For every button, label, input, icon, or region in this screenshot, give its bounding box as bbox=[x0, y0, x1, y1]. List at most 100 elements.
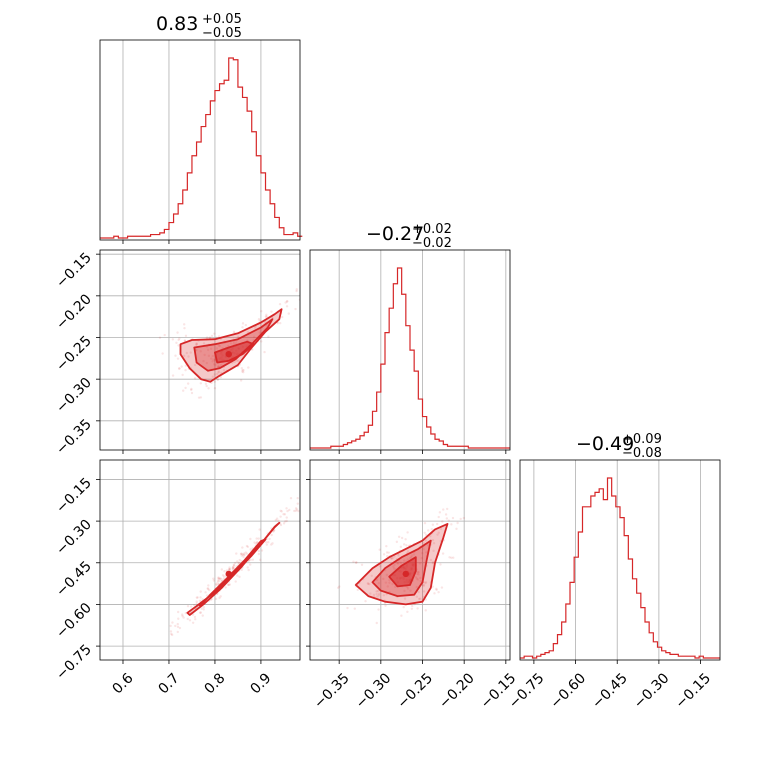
pair-1-sample bbox=[217, 577, 220, 580]
pair-2-sample bbox=[410, 607, 414, 610]
pair-0-sample bbox=[232, 330, 236, 334]
pair-2-sample bbox=[397, 535, 401, 538]
pair-1-sample bbox=[198, 611, 202, 614]
pair-0-sample bbox=[171, 338, 175, 341]
pair-2-sample bbox=[393, 567, 396, 570]
pair-2-sample bbox=[403, 559, 406, 562]
pair-0-sample bbox=[207, 387, 210, 390]
pair-0-sample bbox=[305, 299, 307, 301]
pair-2-sample bbox=[416, 572, 419, 576]
pair-2-sample bbox=[417, 590, 420, 594]
pair-1-sample bbox=[256, 541, 259, 544]
pair-2-sample bbox=[432, 549, 435, 553]
pair-1-sample bbox=[238, 575, 241, 579]
pair-1-sample bbox=[191, 613, 195, 616]
pair-1-sample bbox=[258, 558, 262, 562]
pair-1-sample bbox=[249, 563, 252, 566]
pair-2-sample bbox=[439, 527, 443, 531]
pair-1-sample bbox=[205, 594, 209, 597]
pair-1-sample bbox=[215, 582, 218, 586]
pair-0-sample bbox=[212, 358, 215, 361]
pair-0-sample bbox=[253, 326, 257, 329]
pair-1-sample bbox=[193, 603, 196, 607]
hist-0-grid bbox=[122, 40, 262, 240]
pair-1-sample bbox=[235, 552, 238, 555]
pair-2-contour-inner bbox=[388, 556, 417, 588]
x-tick-label-1-3: −0.20 bbox=[436, 670, 478, 712]
pair-1-sample bbox=[180, 613, 184, 616]
pair-0-sample bbox=[190, 388, 193, 392]
pair-1-sample bbox=[227, 583, 230, 586]
pair-1-sample bbox=[170, 632, 173, 636]
pair-1-sample bbox=[251, 558, 255, 561]
pair-0-contour-inner bbox=[213, 340, 255, 364]
hist-2-title-plus: +0.09 bbox=[622, 432, 662, 447]
pair-0-sample bbox=[265, 315, 268, 318]
pair-1-sample bbox=[176, 622, 179, 626]
pair-0-sample bbox=[217, 344, 220, 347]
pair-1-sample bbox=[268, 537, 271, 541]
pair-2-sample bbox=[382, 553, 386, 556]
pair-0-sample bbox=[171, 374, 175, 377]
pair-0-sample bbox=[199, 350, 202, 353]
pair-1-sample bbox=[297, 509, 300, 513]
pair-2-sample bbox=[375, 621, 378, 625]
y-tick-label-2-4: −0.15 bbox=[53, 475, 95, 517]
pair-2-sample bbox=[450, 523, 453, 526]
hist-1-grid bbox=[338, 250, 507, 450]
pair-1-sample bbox=[228, 567, 232, 571]
pair-1-sample bbox=[249, 558, 252, 562]
y-tick-label-1-0: −0.35 bbox=[53, 416, 95, 458]
pair-1-sample bbox=[206, 587, 209, 590]
y-tick-label-2-2: −0.45 bbox=[53, 558, 95, 600]
pair-1-sample bbox=[200, 607, 203, 610]
pair-2-sample bbox=[391, 556, 394, 560]
pair-1-sample bbox=[270, 543, 273, 546]
pair-1-sample bbox=[246, 566, 249, 569]
pair-0-sample bbox=[177, 338, 180, 342]
pair-1-sample bbox=[176, 625, 180, 629]
pair-1-sample bbox=[222, 577, 225, 581]
pair-1-sample bbox=[279, 509, 282, 513]
pair-2-sample bbox=[378, 565, 382, 568]
pair-2-sample bbox=[392, 565, 395, 568]
pair-2-sample bbox=[438, 511, 442, 514]
pair-0-sample bbox=[210, 357, 213, 360]
pair-2-sample bbox=[384, 604, 387, 607]
pair-1-sample bbox=[264, 541, 268, 544]
pair-1-sample bbox=[227, 583, 230, 587]
pair-1-sample bbox=[267, 540, 270, 544]
y-tick-label-2-3: −0.30 bbox=[53, 517, 95, 559]
pair-2-sample bbox=[447, 519, 450, 522]
pair-0-sample bbox=[216, 372, 219, 376]
pair-1-sample bbox=[218, 596, 221, 600]
pair-0-sample bbox=[213, 387, 217, 390]
pair-2-sample bbox=[385, 551, 389, 554]
pair-0-sample bbox=[234, 341, 238, 345]
hist-0-title-minus: −0.05 bbox=[202, 26, 242, 41]
pair-0-sample bbox=[178, 367, 181, 370]
pair-0-sample bbox=[203, 353, 206, 357]
pair-0-sample bbox=[241, 322, 245, 325]
pair-0-sample bbox=[239, 379, 243, 382]
pair-0-sample bbox=[183, 323, 186, 326]
pair-2-sample bbox=[431, 538, 435, 542]
pair-2-sample bbox=[455, 527, 458, 531]
pair-2-sample bbox=[409, 589, 412, 592]
pair-2-sample bbox=[402, 605, 405, 609]
pair-1-sample bbox=[195, 596, 199, 599]
pair-2-sample bbox=[437, 515, 440, 519]
pair-0-sample bbox=[265, 324, 268, 327]
y-tick-label-1-2: −0.25 bbox=[53, 333, 95, 375]
pair-1-sample bbox=[193, 615, 197, 619]
pair-0-sample bbox=[217, 365, 220, 368]
pair-1-sample bbox=[207, 588, 211, 592]
pair-2-sample bbox=[436, 522, 439, 526]
pair-0-sample bbox=[193, 377, 197, 380]
pair-2-sample bbox=[422, 590, 426, 593]
pair-0-sample bbox=[184, 386, 187, 390]
pair-2-sample bbox=[364, 599, 367, 603]
pair-1-sample bbox=[231, 566, 234, 570]
pair-2-sample bbox=[375, 592, 378, 596]
pair-2-sample bbox=[400, 614, 403, 617]
